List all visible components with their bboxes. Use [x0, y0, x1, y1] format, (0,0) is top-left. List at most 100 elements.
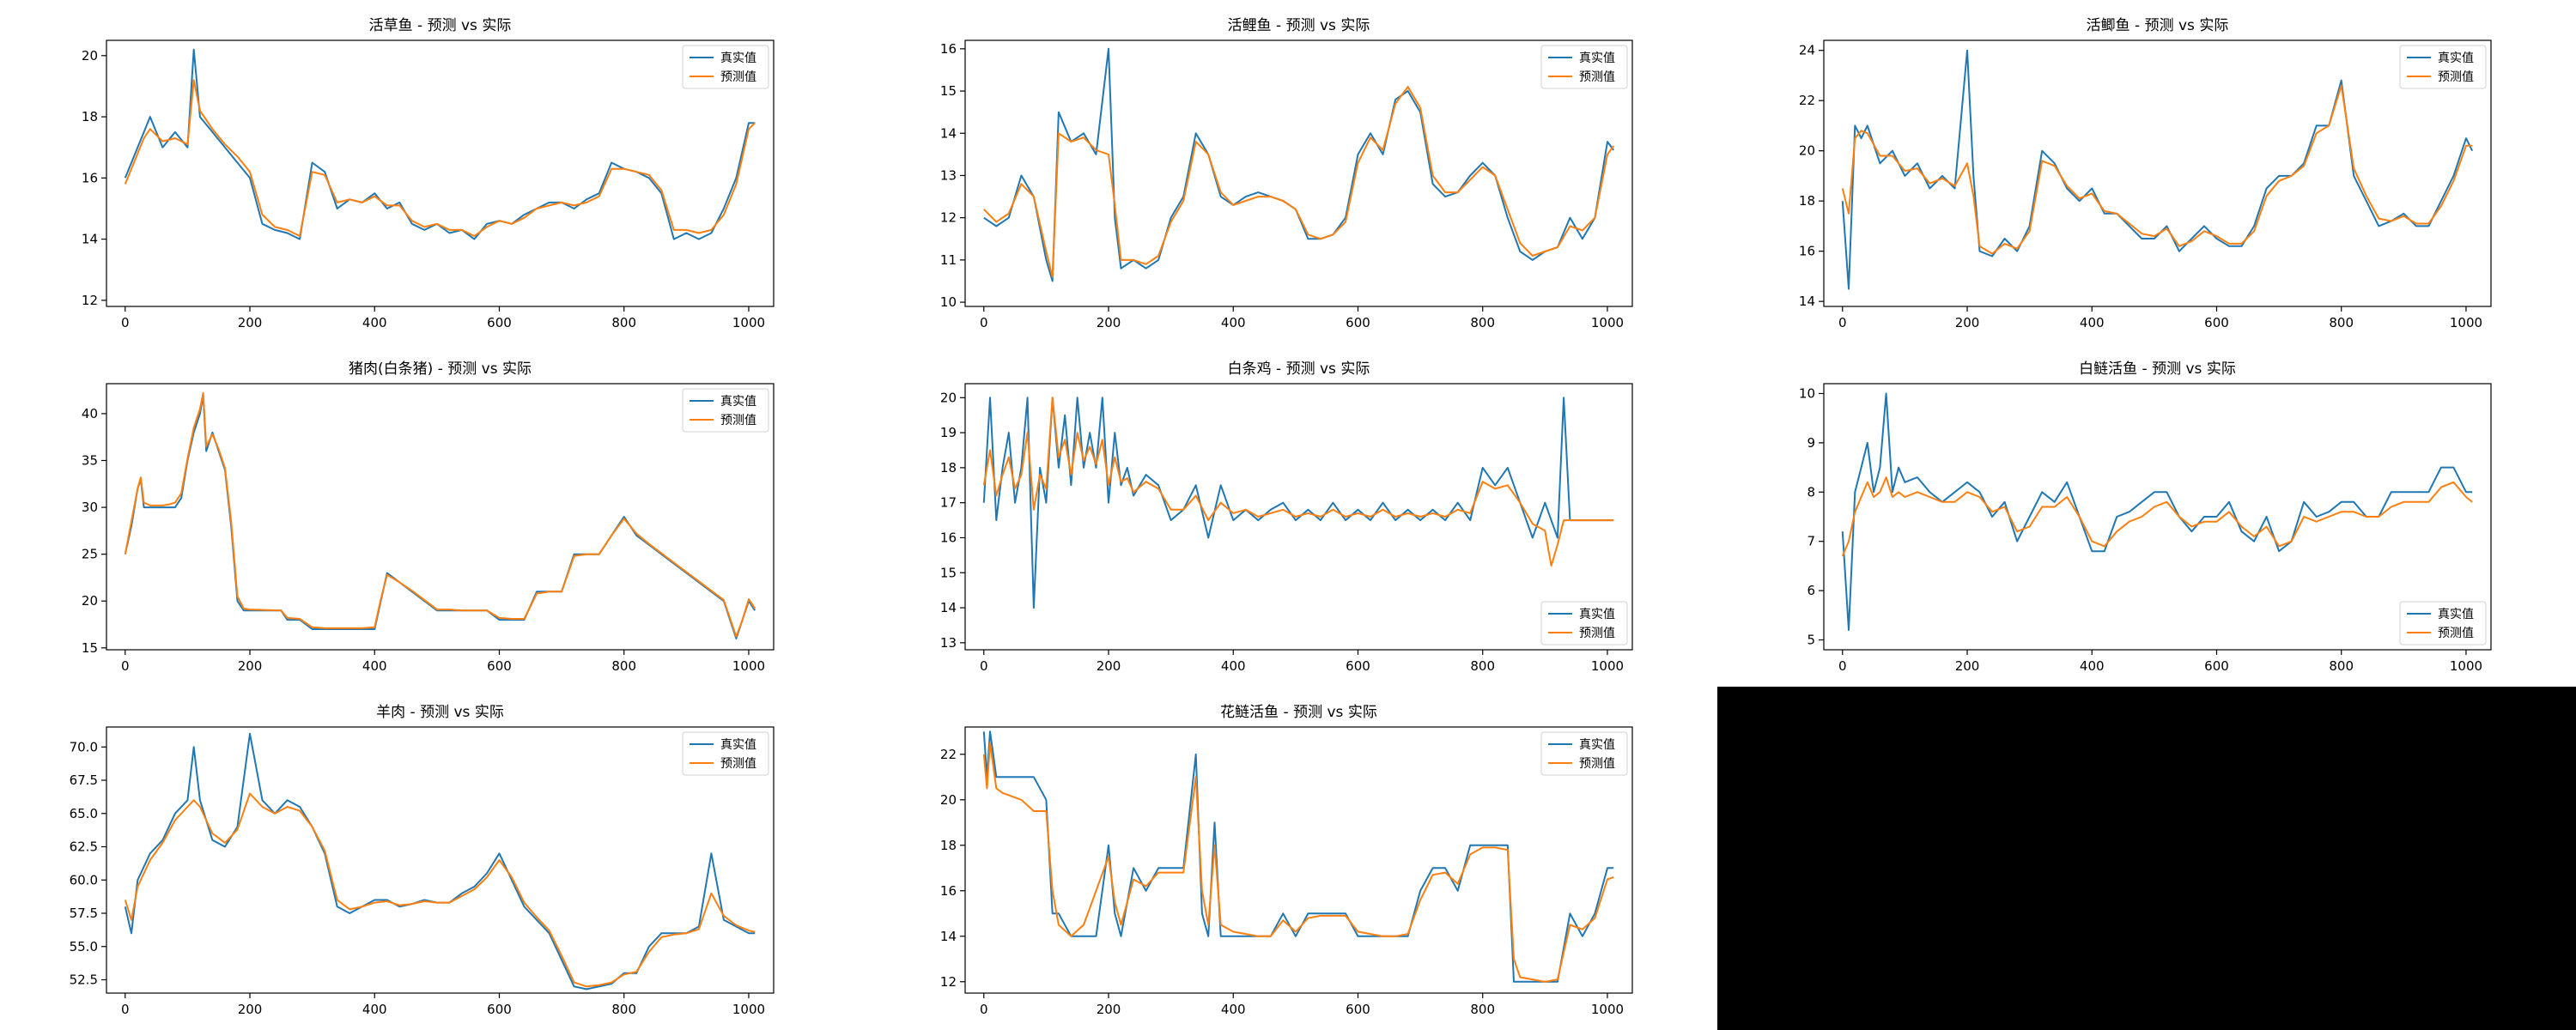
x-tick-label: 600 [2204, 658, 2229, 674]
chart-panel-2: 活鲤鱼 - 预测 vs 实际 0 200 400 600 800 1000 10 11 12 13 1… [940, 17, 1633, 330]
x-tick-label: 0 [980, 315, 988, 330]
y-tick-label: 62.5 [70, 839, 98, 855]
x-tick-label: 1000 [1591, 315, 1624, 330]
chart-title: 羊肉 - 预测 vs 实际 [376, 704, 504, 721]
chart-panel-8: 花鲢活鱼 - 预测 vs 实际 0 200 400 600 800 1000 12 14 16 18… [940, 704, 1633, 1017]
plot-frame [964, 39, 1633, 307]
series-line-predicted [124, 391, 756, 638]
legend-box [1540, 731, 1628, 776]
legend-box [682, 388, 769, 433]
series-line-predicted [982, 397, 1614, 567]
empty-panel [1717, 687, 2576, 1030]
x-tick-label: 600 [2204, 315, 2229, 330]
legend-label-predicted: 预测值 [1579, 757, 1615, 771]
y-tick-label: 25 [82, 547, 98, 562]
plot-frame [1823, 383, 2492, 651]
legend-label-predicted: 预测值 [1579, 70, 1615, 84]
y-tick-label: 15 [82, 640, 98, 656]
y-tick-label: 10 [1799, 385, 1815, 401]
x-tick-label: 0 [980, 1002, 988, 1017]
y-tick-label: 65.0 [70, 806, 98, 821]
y-tick-label: 18 [940, 838, 957, 853]
y-tick-label: 12 [940, 210, 957, 226]
chart-panel-4: 猪肉(白条猪) - 预测 vs 实际 0 200 400 600 800 1000 15 20 2… [82, 360, 775, 674]
x-tick-label: 600 [1346, 1002, 1370, 1017]
series-line-actual [124, 48, 756, 240]
y-tick-label: 16 [1799, 244, 1815, 259]
y-tick-label: 14 [940, 600, 957, 615]
x-tick-label: 200 [1097, 658, 1121, 674]
legend-label-actual: 真实值 [1579, 738, 1615, 752]
x-tick-label: 400 [362, 1002, 387, 1017]
x-tick-label: 400 [1221, 658, 1246, 674]
x-tick-label: 400 [2080, 658, 2105, 674]
legend-label-actual: 真实值 [720, 395, 756, 409]
x-tick-label: 1000 [732, 658, 765, 674]
y-tick-label: 67.5 [70, 772, 98, 788]
legend-label-actual: 真实值 [720, 738, 756, 752]
y-tick-label: 8 [1807, 484, 1815, 500]
legend-label-predicted: 预测值 [1579, 627, 1615, 640]
series-line-actual [124, 394, 756, 639]
x-tick-label: 800 [611, 315, 636, 330]
y-tick-label: 40 [82, 406, 98, 421]
y-tick-label: 9 [1807, 435, 1815, 451]
y-tick-label: 20 [940, 792, 957, 808]
y-tick-label: 18 [1799, 193, 1815, 209]
x-tick-label: 200 [238, 315, 263, 330]
y-tick-label: 10 [940, 294, 957, 310]
y-tick-label: 12 [82, 293, 98, 308]
x-tick-label: 400 [362, 315, 387, 330]
x-tick-label: 600 [487, 315, 512, 330]
chart-title: 猪肉(白条猪) - 预测 vs 实际 [349, 360, 532, 378]
y-tick-label: 22 [940, 747, 957, 762]
plot-frame [106, 39, 775, 307]
legend-box [1540, 601, 1628, 645]
x-tick-label: 600 [487, 1002, 512, 1017]
y-tick-label: 15 [940, 83, 957, 99]
series-line-predicted [982, 742, 1614, 983]
series-line-predicted [124, 79, 756, 237]
x-tick-label: 0 [121, 658, 130, 674]
x-tick-label: 0 [1838, 658, 1847, 674]
legend-label-predicted: 预测值 [720, 414, 756, 427]
series-line-predicted [983, 86, 1615, 278]
y-tick-label: 7 [1807, 534, 1815, 549]
legend-label-predicted: 预测值 [2438, 70, 2474, 84]
x-tick-label: 0 [121, 1002, 130, 1017]
chart-title: 白条鸡 - 预测 vs 实际 [1228, 360, 1370, 378]
x-tick-label: 200 [1097, 1002, 1121, 1017]
plot-frame [106, 726, 775, 994]
y-tick-label: 18 [940, 460, 957, 476]
x-tick-label: 1000 [1591, 1002, 1624, 1017]
y-tick-label: 20 [1799, 143, 1815, 159]
plot-frame [964, 383, 1633, 651]
plot-frame [964, 726, 1633, 994]
x-tick-label: 200 [1955, 315, 1980, 330]
x-tick-label: 800 [2329, 658, 2354, 674]
series-line-predicted [1841, 84, 2473, 255]
y-tick-label: 5 [1807, 633, 1815, 648]
x-tick-label: 1000 [732, 315, 765, 330]
y-tick-label: 11 [940, 252, 957, 268]
x-tick-label: 0 [1838, 315, 1847, 330]
x-tick-label: 1000 [2450, 658, 2482, 674]
x-tick-label: 600 [487, 658, 512, 674]
y-tick-label: 20 [82, 48, 98, 64]
series-line-actual [1841, 392, 2473, 631]
x-tick-label: 400 [1221, 315, 1246, 330]
x-tick-label: 200 [1097, 315, 1121, 330]
legend-label-predicted: 预测值 [720, 70, 756, 84]
y-tick-label: 14 [82, 232, 98, 247]
series-line-actual [124, 732, 756, 991]
y-tick-label: 24 [1799, 43, 1815, 58]
y-tick-label: 16 [940, 530, 957, 545]
legend-label-predicted: 预测值 [720, 757, 756, 771]
x-tick-label: 800 [1470, 1002, 1495, 1017]
chart-panel-7: 羊肉 - 预测 vs 实际 0 200 400 600 800 1000 52.5 55.0 57… [70, 704, 775, 1017]
